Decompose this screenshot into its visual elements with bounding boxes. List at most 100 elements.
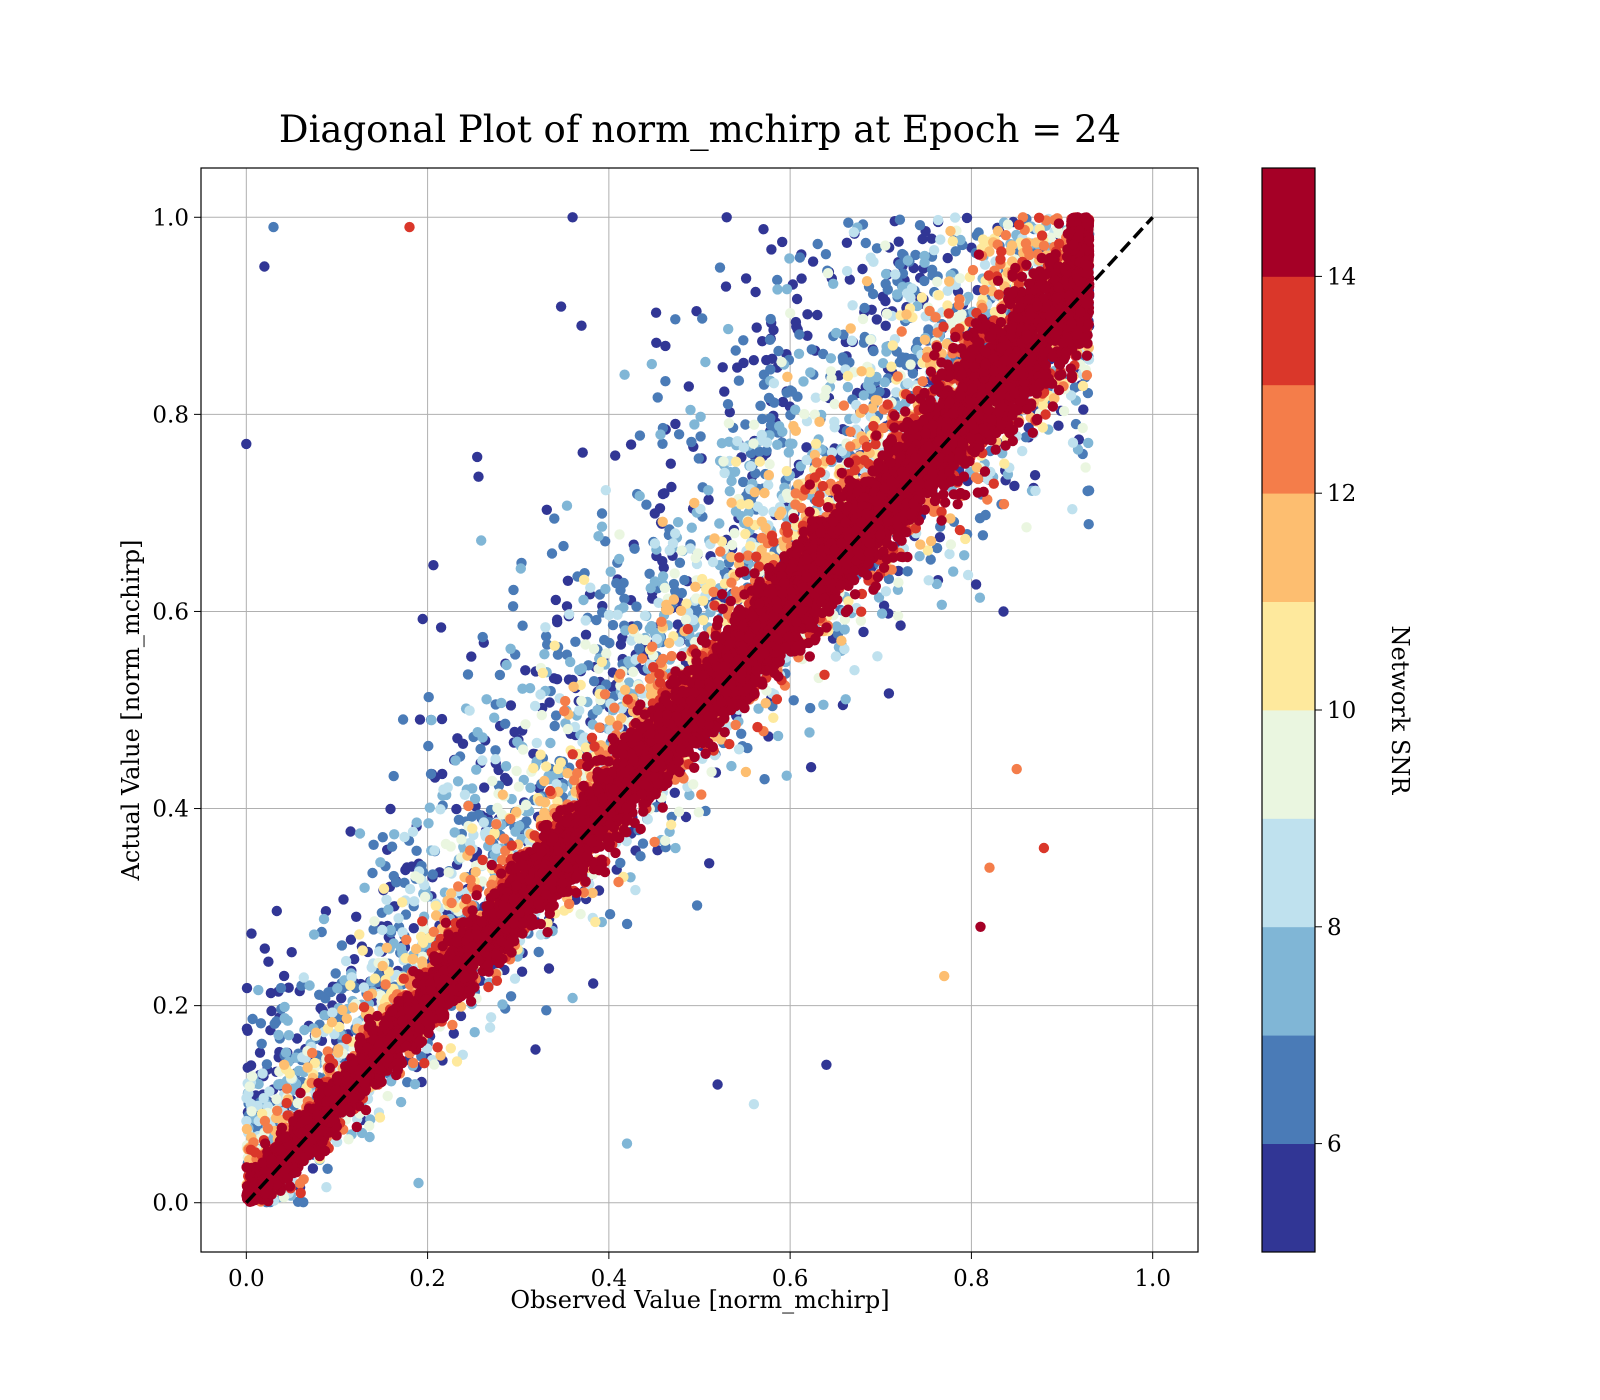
data-point	[408, 1057, 419, 1069]
data-point	[351, 911, 362, 922]
data-point	[953, 299, 965, 311]
data-point	[537, 667, 548, 679]
data-point	[400, 864, 411, 876]
data-point	[691, 900, 703, 911]
data-point	[593, 531, 604, 542]
data-point	[666, 819, 677, 830]
data-point	[1080, 462, 1091, 473]
data-point	[670, 314, 681, 325]
data-point	[516, 966, 528, 977]
data-point	[641, 499, 652, 510]
data-point	[652, 392, 663, 403]
data-point	[821, 1059, 832, 1071]
data-point	[934, 532, 946, 543]
data-point	[749, 487, 760, 498]
data-point	[858, 390, 869, 401]
data-point	[1002, 219, 1014, 230]
data-point	[591, 614, 602, 626]
data-point	[689, 419, 700, 430]
data-point	[730, 456, 742, 467]
data-point	[794, 252, 806, 263]
data-point	[505, 991, 517, 1002]
data-point	[576, 663, 588, 674]
data-point	[307, 1047, 318, 1059]
data-point	[700, 356, 711, 368]
data-point	[799, 408, 810, 420]
data-point	[588, 978, 599, 989]
data-point	[592, 704, 603, 716]
data-point	[1069, 382, 1081, 393]
data-point	[326, 1017, 338, 1028]
data-point	[719, 386, 730, 397]
data-point	[693, 453, 704, 464]
data-point	[515, 563, 526, 574]
data-point	[307, 1163, 319, 1174]
data-point	[485, 1012, 497, 1023]
data-point	[247, 1071, 258, 1082]
data-point	[281, 1083, 293, 1094]
data-point	[484, 834, 496, 846]
data-point	[782, 371, 793, 382]
data-point	[615, 857, 626, 869]
data-point	[883, 688, 895, 699]
data-point	[268, 221, 279, 233]
data-point	[664, 637, 675, 649]
data-point	[561, 601, 573, 612]
data-point	[414, 873, 425, 884]
data-point	[777, 426, 788, 437]
data-point	[984, 862, 995, 873]
data-point	[436, 713, 448, 725]
data-point	[664, 545, 675, 556]
data-point	[942, 285, 953, 296]
data-point	[872, 651, 883, 662]
data-point	[1077, 422, 1088, 434]
data-point	[802, 309, 813, 320]
data-point	[540, 631, 552, 642]
data-point	[724, 407, 735, 418]
data-point	[772, 730, 784, 742]
data-point	[910, 249, 921, 261]
data-point	[501, 659, 512, 671]
data-point	[596, 521, 608, 532]
data-point	[793, 348, 805, 359]
data-point	[674, 557, 686, 568]
data-point	[723, 418, 735, 429]
data-point	[644, 568, 655, 579]
data-point	[931, 542, 943, 554]
data-point	[559, 705, 570, 717]
data-point	[1011, 763, 1022, 775]
data-point	[721, 212, 732, 223]
data-point	[845, 426, 856, 437]
data-point	[948, 566, 959, 577]
data-point	[600, 485, 611, 496]
data-point	[706, 766, 717, 778]
data-point	[928, 245, 940, 256]
data-point	[409, 896, 420, 907]
data-point	[890, 269, 901, 280]
data-point	[605, 566, 616, 577]
data-point	[669, 568, 680, 579]
data-point	[273, 1029, 284, 1041]
data-point	[774, 509, 785, 521]
data-point	[477, 631, 488, 643]
data-point	[914, 220, 926, 231]
data-point	[385, 803, 396, 815]
data-point	[429, 845, 440, 856]
data-point	[758, 224, 769, 235]
data-point	[828, 278, 839, 289]
data-point	[848, 227, 860, 238]
data-point	[385, 924, 396, 936]
data-point	[467, 823, 478, 834]
data-point	[1009, 480, 1020, 492]
data-point	[683, 381, 694, 392]
data-point	[754, 456, 765, 467]
data-point	[375, 857, 386, 868]
data-point	[919, 334, 931, 345]
data-point	[536, 709, 547, 721]
data-point	[817, 348, 829, 360]
data-point	[580, 639, 591, 650]
data-point	[345, 934, 357, 945]
data-point	[715, 546, 726, 557]
data-point	[599, 689, 611, 700]
data-point	[578, 594, 589, 606]
